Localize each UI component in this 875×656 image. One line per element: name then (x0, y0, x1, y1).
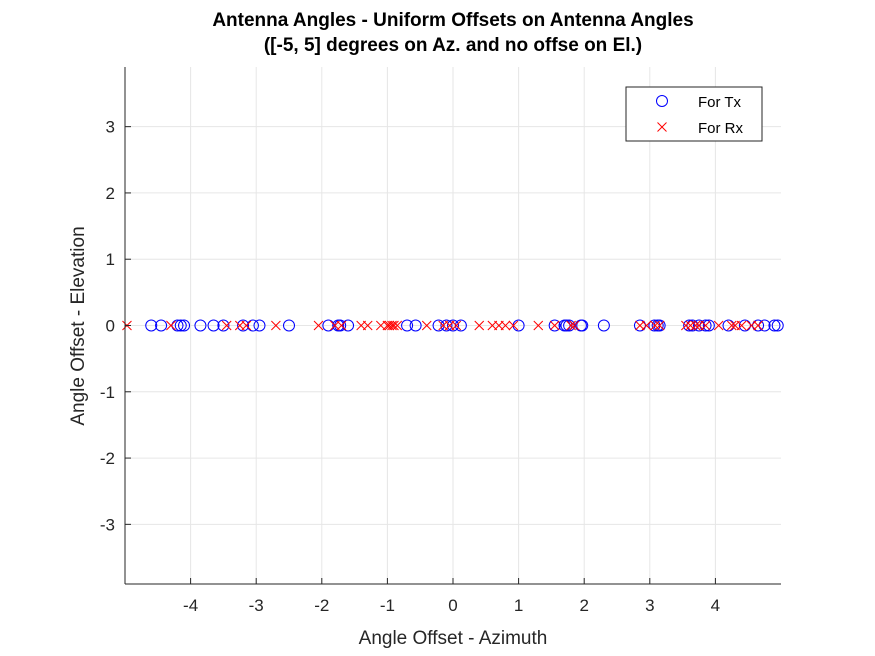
rx-point (549, 320, 560, 331)
legend-rx-label: For Rx (698, 120, 744, 137)
tx-point (771, 319, 784, 332)
y-tick-label: -3 (100, 515, 115, 534)
tx-point (686, 319, 699, 332)
tx-point (722, 319, 735, 332)
tx-point (576, 319, 589, 332)
rx-point (389, 320, 399, 331)
rx-point (700, 320, 711, 331)
tx-point (633, 319, 646, 332)
plot-area: -4 -3 -2 -1 0 1 2 3 4 -3 -2 -1 0 1 2 3 (100, 67, 784, 615)
tx-point (548, 319, 561, 332)
rx-point (451, 320, 462, 331)
rx-point (736, 320, 747, 331)
tx-point (207, 319, 220, 332)
tx-point (246, 319, 259, 332)
tx-point (752, 319, 765, 332)
rx-point (336, 320, 347, 331)
legend-tx-label: For Tx (698, 94, 742, 111)
rx-point (421, 320, 432, 331)
x-tick-label: 0 (448, 596, 457, 615)
tx-point (738, 319, 751, 332)
x-tick-label: 4 (711, 596, 720, 615)
legend-box (625, 86, 763, 142)
y-tick-label: 3 (106, 118, 115, 137)
tx-point (283, 319, 295, 332)
y-tick-label: 1 (106, 250, 115, 269)
rx-point (500, 320, 511, 331)
tx-point (683, 319, 696, 332)
rx-point (271, 320, 281, 331)
tx-point (171, 319, 184, 332)
rx-point (533, 320, 544, 331)
rx-point (713, 320, 724, 331)
tx-point (699, 319, 712, 332)
rx-point (362, 320, 373, 331)
tx-point (702, 319, 715, 332)
rx-point (654, 320, 665, 331)
tx-point (653, 319, 666, 332)
legend: For Tx For Rx (625, 86, 763, 142)
rx-point (641, 320, 652, 331)
tx-point (178, 319, 191, 332)
tx-point (401, 319, 414, 332)
y-tick-label: 0 (106, 317, 115, 336)
rx-point (690, 320, 701, 331)
y-tick-label: -2 (100, 449, 115, 468)
tx-point (237, 319, 250, 332)
rx-point (681, 320, 691, 331)
x-axis-label: Angle Offset - Azimuth (359, 628, 548, 649)
chart-title-line-2: ([-5, 5] degrees on Az. and no offse on … (264, 35, 642, 56)
rx-point (384, 320, 395, 331)
tx-point (447, 319, 459, 332)
rx-point (392, 320, 403, 331)
tx-point (560, 319, 573, 332)
tx-point (155, 319, 168, 332)
tx-point (342, 319, 355, 332)
y-tick-label: 2 (106, 184, 115, 203)
x-tick-label: -4 (183, 596, 198, 615)
rx-point (166, 320, 176, 331)
legend-rx-marker (657, 122, 667, 132)
y-tick-label: -1 (100, 383, 115, 402)
rx-point (726, 320, 737, 331)
rx-point (650, 320, 660, 331)
axis-ticks: -4 -3 -2 -1 0 1 2 3 4 -3 -2 -1 0 1 2 3 (100, 118, 720, 615)
tx-point (440, 319, 453, 332)
tx-point (693, 319, 705, 332)
chart-title-line-1: Antenna Angles - Uniform Offsets on Ante… (212, 10, 693, 31)
x-tick-label: -2 (314, 596, 329, 615)
tx-point (432, 319, 445, 332)
rx-point (387, 320, 397, 331)
rx-point (474, 320, 485, 331)
x-tick-label: -3 (249, 596, 264, 615)
tx-point (409, 319, 422, 332)
tx-point (194, 319, 207, 332)
rx-point (508, 320, 519, 331)
tx-point (217, 319, 230, 332)
rx-point (753, 320, 763, 331)
tx-point (454, 319, 467, 332)
data-points (122, 319, 784, 332)
rx-point (566, 320, 576, 331)
x-tick-label: -1 (380, 596, 395, 615)
tx-point (597, 319, 610, 332)
rx-point (313, 320, 324, 331)
tx-point (174, 319, 187, 332)
y-axis-label: Angle Offset - Elevation (68, 226, 89, 425)
rx-point (569, 320, 580, 331)
tx-point (768, 319, 781, 332)
tx-point (145, 319, 158, 332)
tx-point (758, 319, 771, 332)
legend-tx-marker (656, 95, 668, 107)
rx-point (241, 320, 252, 331)
x-tick-label: 2 (579, 596, 588, 615)
rx-point (221, 320, 232, 331)
rx-point (685, 320, 696, 331)
x-tick-label: 1 (514, 596, 523, 615)
tx-point (322, 319, 335, 332)
tx-point (253, 319, 266, 332)
x-tick-label: 3 (645, 596, 654, 615)
